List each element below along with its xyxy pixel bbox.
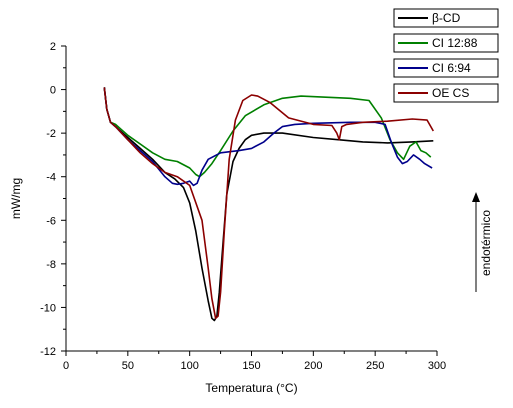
endothermic-annotation: endotérmico bbox=[479, 210, 493, 276]
legend-box bbox=[393, 83, 499, 103]
legend-box bbox=[393, 58, 499, 78]
x-tick-label: 0 bbox=[63, 360, 69, 372]
x-tick-label: 250 bbox=[366, 360, 384, 372]
legend-entry-3: CI 6:94 bbox=[393, 58, 499, 78]
y-tick-label: -4 bbox=[46, 172, 56, 184]
x-axis-title: Temperatura (°C) bbox=[205, 381, 297, 395]
series-line-2 bbox=[103, 87, 432, 178]
y-axis-title: mW/mg bbox=[9, 178, 23, 219]
series-line-4 bbox=[103, 87, 434, 320]
x-tick-label: 200 bbox=[304, 360, 322, 372]
legend-label: CI 6:94 bbox=[432, 61, 471, 75]
legend-box bbox=[393, 33, 499, 53]
endothermic-arrow-head bbox=[472, 192, 480, 202]
y-tick-label: -8 bbox=[46, 259, 56, 271]
legend-label: CI 12:88 bbox=[432, 36, 478, 50]
plot-axes: 0 50 100 150 200 250 300 2 0 -2 -4 -6 -8 -10 -12 bbox=[40, 41, 480, 372]
legend-entry-2: CI 12:88 bbox=[393, 33, 499, 53]
x-tick-label: 150 bbox=[242, 360, 260, 372]
series-line-3 bbox=[103, 87, 433, 187]
legend-entry-1: β-CD bbox=[393, 8, 499, 28]
y-tick-label: -12 bbox=[40, 346, 56, 358]
legend-entry-4: OE CS bbox=[393, 83, 499, 103]
x-tick-label: 100 bbox=[180, 360, 198, 372]
x-tick-label: 50 bbox=[122, 360, 134, 372]
x-tick-label: 300 bbox=[428, 360, 446, 372]
legend-box bbox=[393, 8, 499, 28]
legend-label: OE CS bbox=[432, 86, 469, 100]
plot-series bbox=[103, 87, 434, 322]
y-tick-label: 2 bbox=[50, 41, 56, 53]
y-tick-label: -2 bbox=[46, 128, 56, 140]
legend-label: β-CD bbox=[432, 11, 461, 25]
y-tick-label: -10 bbox=[40, 302, 56, 314]
series-line-1 bbox=[103, 87, 434, 322]
legend: β-CD CI 12:88 CI 6:94 OE CS bbox=[393, 8, 499, 103]
y-tick-label: -6 bbox=[46, 215, 56, 227]
y-tick-label: 0 bbox=[50, 85, 56, 97]
